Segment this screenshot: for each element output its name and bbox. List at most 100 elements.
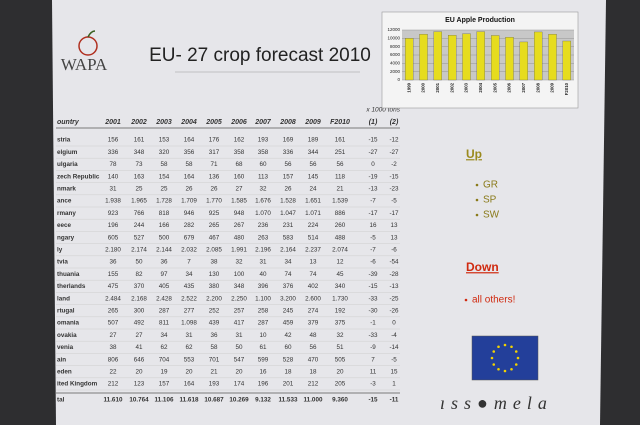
country-cell: ance	[57, 198, 72, 205]
value-cell: 470	[308, 356, 319, 363]
value-cell: -15	[368, 397, 378, 404]
value-cell: 1.651	[305, 198, 321, 205]
value-cell: 16	[369, 222, 377, 229]
value-cell: 160	[234, 173, 245, 180]
value-cell: 257	[234, 307, 245, 314]
country-cell: nmark	[57, 185, 76, 192]
x-tick-label: 2008	[535, 82, 540, 92]
value-cell: -9	[370, 344, 376, 351]
value-cell: 925	[209, 210, 220, 217]
value-cell: 252	[209, 307, 220, 314]
value-cell: 7	[187, 259, 191, 266]
value-cell: -23	[389, 185, 399, 192]
value-cell: 145	[308, 173, 319, 180]
x-tick-label: 2009	[550, 82, 555, 92]
value-cell: 282	[184, 222, 195, 229]
value-cell: 16	[259, 368, 267, 375]
value-cell: 348	[134, 149, 145, 156]
value-cell: 31	[185, 332, 193, 339]
value-cell: 236	[258, 222, 269, 229]
value-cell: 2.144	[156, 246, 172, 253]
value-cell: 2.164	[280, 246, 296, 253]
value-cell: 193	[258, 137, 269, 144]
value-cell: 356	[184, 149, 195, 156]
flag-star	[492, 350, 496, 353]
value-cell: 163	[134, 173, 145, 180]
value-cell: 376	[283, 283, 294, 290]
x-tick-label: F2010	[564, 82, 569, 95]
value-cell: 157	[159, 381, 170, 388]
value-cell: 336	[283, 149, 294, 156]
country-cell: rmany	[57, 210, 76, 217]
up-item: SP	[483, 195, 497, 206]
value-cell: 21	[210, 368, 218, 375]
value-cell: 130	[209, 271, 220, 278]
value-cell: 156	[108, 137, 119, 144]
table-header: (1)	[369, 119, 378, 126]
value-cell: 2.085	[206, 246, 222, 253]
value-cell: 40	[259, 271, 267, 278]
value-cell: -33	[368, 295, 378, 302]
value-cell: 1.100	[255, 295, 271, 302]
value-cell: -11	[390, 397, 399, 404]
mini-chart-title: EU Apple Production	[445, 17, 515, 24]
value-cell: 500	[159, 234, 170, 241]
up-item: SW	[483, 210, 500, 221]
value-cell: 1.070	[255, 210, 271, 217]
value-cell: 224	[308, 222, 319, 229]
value-cell: 300	[134, 307, 145, 314]
y-tick-label: 12000	[387, 27, 400, 32]
value-cell: 11.618	[180, 397, 199, 404]
value-cell: -27	[389, 149, 399, 156]
x-tick-label: 2004	[478, 82, 483, 92]
value-cell: -1	[370, 320, 376, 327]
bullet	[475, 198, 479, 202]
value-cell: 1	[392, 381, 396, 388]
value-cell: 10.687	[204, 397, 224, 404]
value-cell: 164	[184, 173, 195, 180]
table-header: 2002	[130, 119, 147, 126]
value-cell: 263	[258, 234, 269, 241]
value-cell: 547	[234, 356, 245, 363]
value-cell: 258	[258, 307, 269, 314]
value-cell: 212	[308, 381, 319, 388]
value-cell: 140	[108, 173, 119, 180]
value-cell: 193	[209, 381, 220, 388]
bar	[448, 35, 457, 81]
value-cell: 31	[259, 259, 267, 266]
y-tick-label: 10000	[387, 36, 400, 41]
table-header: 2004	[180, 119, 197, 126]
country-cell: ain	[57, 356, 66, 363]
y-tick-label: 8000	[390, 44, 401, 49]
value-cell: 100	[234, 271, 245, 278]
value-cell: -15	[368, 137, 378, 144]
value-cell: 60	[259, 161, 267, 168]
value-cell: 2.168	[131, 295, 147, 302]
country-cell: venia	[57, 344, 74, 351]
value-cell: 157	[283, 173, 294, 180]
bar	[476, 31, 485, 81]
value-cell: 34	[284, 259, 292, 266]
value-cell: -15	[368, 283, 378, 290]
value-cell: 231	[283, 222, 294, 229]
value-cell: 56	[309, 344, 317, 351]
unit-note: x 1000 tons	[365, 107, 400, 114]
value-cell: 32	[336, 332, 344, 339]
value-cell: 806	[108, 356, 119, 363]
value-cell: 10	[259, 332, 267, 339]
value-cell: 1.965	[131, 198, 147, 205]
value-cell: 11.610	[104, 397, 123, 404]
value-cell: 56	[336, 161, 344, 168]
value-cell: 31	[235, 332, 243, 339]
table-header: 2006	[230, 119, 247, 126]
value-cell: 2.484	[105, 295, 121, 302]
value-cell: -4	[391, 332, 397, 339]
value-cell: 10.269	[229, 397, 249, 404]
value-cell: 1.991	[231, 246, 247, 253]
value-cell: 1.728	[156, 198, 172, 205]
flag-star	[510, 367, 513, 371]
value-cell: 9.132	[255, 397, 271, 404]
value-cell: 113	[258, 173, 269, 180]
value-cell: 2.522	[181, 295, 197, 302]
